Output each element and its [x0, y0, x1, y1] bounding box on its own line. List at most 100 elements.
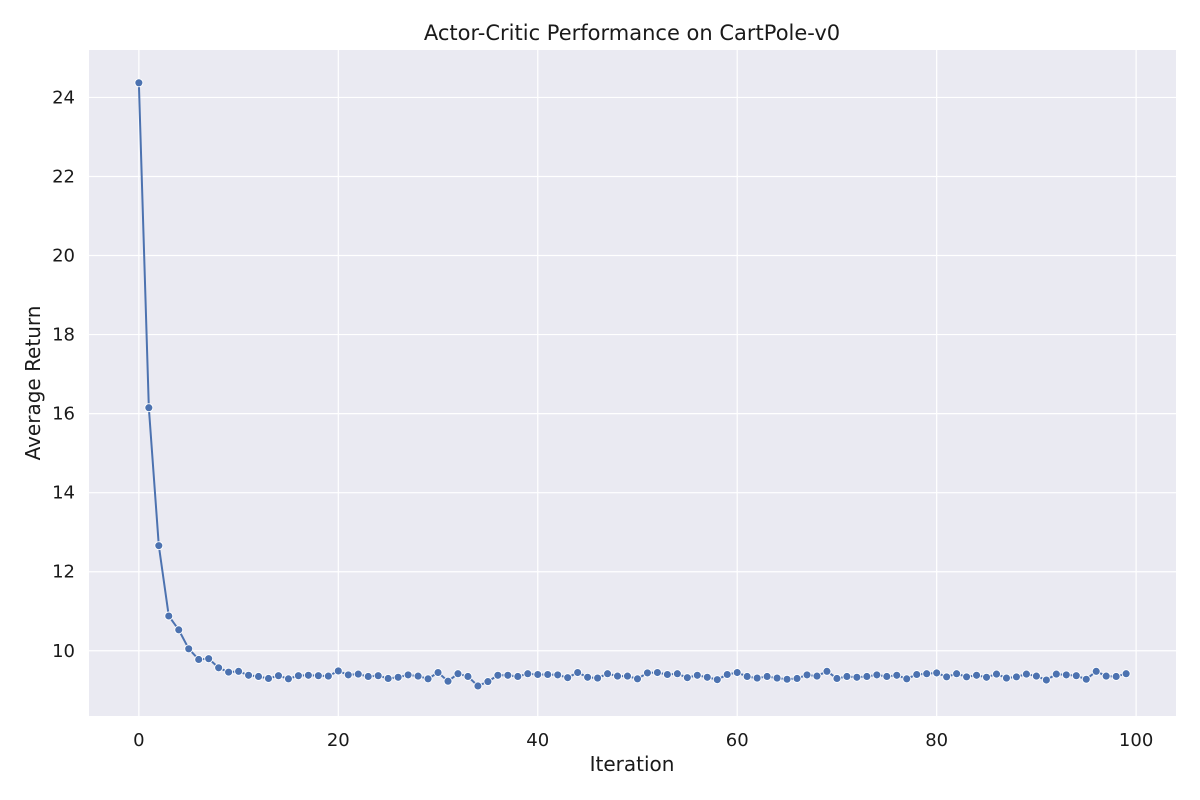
data-point	[543, 670, 553, 679]
grid	[89, 50, 1176, 716]
data-point	[413, 671, 423, 681]
x-axis-label: Iteration	[590, 752, 675, 776]
data-point	[154, 541, 164, 551]
data-point	[712, 675, 722, 685]
data-point	[403, 670, 413, 680]
data-point	[652, 668, 662, 677]
data-point	[443, 676, 453, 686]
y-tick-label: 16	[52, 404, 75, 425]
tick-labels: 0 20 40 60 80 100 10 12 14 16 18 20 22 24	[52, 87, 1153, 751]
data-point	[922, 669, 932, 679]
data-point	[692, 670, 702, 680]
data-point	[842, 672, 852, 681]
data-point	[962, 672, 972, 682]
data-point	[822, 666, 832, 676]
data-point	[942, 672, 952, 682]
y-tick-label: 14	[52, 483, 75, 504]
data-point	[982, 672, 991, 682]
data-point	[662, 670, 672, 679]
data-point	[1041, 675, 1051, 685]
y-tick-label: 10	[52, 641, 75, 662]
data-point	[932, 668, 942, 678]
plot-area	[89, 50, 1176, 716]
data-point	[513, 672, 523, 681]
data-point	[892, 670, 902, 680]
x-tick-label: 20	[327, 730, 350, 751]
data-point	[393, 672, 403, 682]
data-point	[194, 655, 204, 664]
data-point	[992, 669, 1001, 679]
data-point	[523, 669, 533, 679]
data-point	[214, 663, 224, 673]
y-tick-label: 24	[52, 87, 75, 108]
data-point	[812, 671, 822, 681]
data-point	[1091, 666, 1101, 676]
y-tick-label: 12	[52, 562, 75, 583]
data-point	[483, 677, 493, 687]
y-axis-label: Average Return	[21, 306, 45, 461]
data-point	[702, 672, 712, 682]
data-point	[882, 672, 892, 681]
data-point	[732, 668, 742, 677]
data-point	[832, 674, 842, 683]
data-point	[792, 674, 802, 683]
data-point	[852, 672, 862, 682]
x-tick-label: 100	[1119, 730, 1153, 751]
data-point	[633, 674, 642, 684]
data-point	[613, 671, 622, 681]
data-point	[224, 667, 234, 677]
data-point	[333, 666, 343, 676]
chart-title: Actor-Critic Performance on CartPole-v0	[424, 21, 840, 45]
series-line	[137, 82, 1127, 688]
data-point	[553, 670, 563, 680]
data-point	[872, 670, 882, 680]
x-tick-label: 60	[726, 730, 749, 751]
data-point	[1071, 671, 1081, 681]
y-tick-label: 22	[52, 166, 75, 187]
data-point	[433, 668, 443, 677]
data-point	[264, 674, 273, 683]
data-point	[772, 673, 782, 683]
data-point	[1111, 672, 1121, 681]
data-point	[493, 670, 503, 680]
data-point	[363, 672, 373, 681]
data-point	[643, 668, 652, 678]
data-point	[912, 670, 922, 679]
data-point	[353, 669, 363, 679]
data-point	[682, 673, 692, 683]
data-point	[782, 674, 792, 684]
data-point	[234, 666, 244, 676]
data-point	[254, 672, 263, 681]
data-point	[752, 673, 762, 683]
data-point	[503, 670, 513, 680]
data-point	[1031, 671, 1041, 681]
data-point	[313, 671, 323, 681]
data-point	[423, 674, 433, 684]
data-point	[722, 670, 732, 679]
data-point	[144, 403, 154, 413]
data-point	[184, 644, 194, 654]
data-point	[1061, 670, 1071, 680]
data-point	[762, 672, 772, 681]
x-tick-label: 80	[925, 730, 948, 751]
data-point	[1081, 674, 1091, 684]
data-point	[274, 671, 283, 681]
data-point	[473, 681, 483, 691]
data-point	[742, 672, 752, 681]
data-point	[244, 670, 254, 680]
data-point	[1011, 672, 1021, 682]
data-point	[463, 672, 473, 681]
data-point	[284, 674, 293, 684]
data-point	[1121, 669, 1131, 679]
data-point	[383, 674, 393, 683]
data-point	[533, 670, 543, 679]
data-point	[862, 672, 872, 681]
y-tick-label: 20	[52, 246, 75, 267]
data-point	[293, 671, 303, 681]
x-tick-label: 0	[133, 730, 144, 751]
data-point	[174, 625, 184, 635]
data-point	[453, 669, 463, 679]
data-point	[563, 673, 573, 683]
data-point	[1051, 669, 1061, 679]
